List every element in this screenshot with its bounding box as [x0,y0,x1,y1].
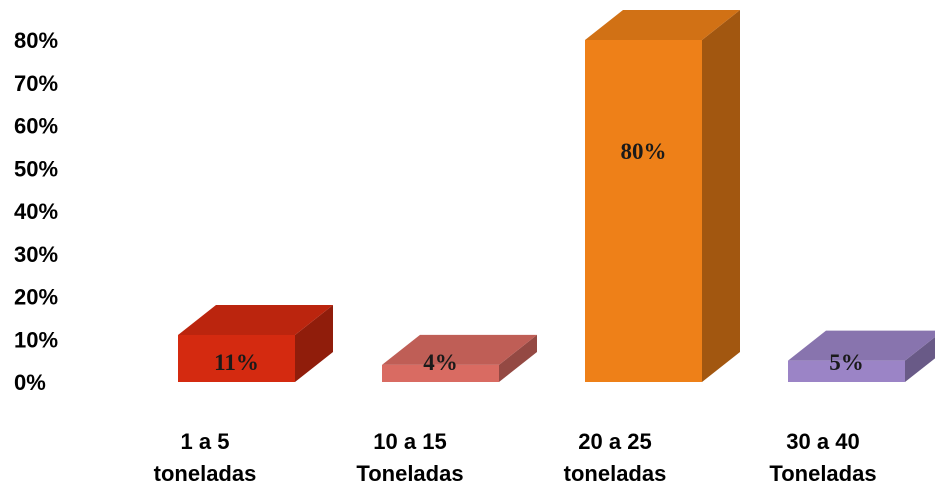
data-label: 5% [829,350,864,375]
x-tick-label: toneladas [154,461,257,486]
x-tick-label: toneladas [564,461,667,486]
x-tick-label: Toneladas [356,461,463,486]
bar: 5% [788,330,935,382]
bar-front [585,40,702,382]
y-tick-label: 10% [14,327,58,352]
bar: 11% [178,304,333,382]
data-label: 11% [214,350,259,375]
bar: 80% [585,10,740,382]
bar-side [295,304,333,382]
bar-top [585,10,740,40]
bar-front [788,360,905,382]
x-tick-label: 20 a 25 [578,429,651,454]
bar-side [702,10,740,382]
bar-top [788,330,935,361]
y-tick-label: 50% [14,156,58,181]
bars: 11% 4% 80% 5% [178,10,935,382]
bar-front [382,364,499,382]
bar-top [178,304,333,335]
bar-side [905,336,935,382]
x-tick-label: Toneladas [769,461,876,486]
y-tick-label: 60% [14,114,58,139]
y-tick-label: 30% [14,242,58,267]
x-tick-label: 1 a 5 [181,429,230,454]
bar-front [178,334,295,382]
data-label: 4% [423,350,458,375]
bar-side [499,334,537,382]
y-tick-label: 20% [14,285,58,310]
bar-top [382,334,537,365]
y-tick-label: 40% [14,199,58,224]
data-label: 80% [621,139,667,164]
x-tick-label: 30 a 40 [786,429,859,454]
y-axis: 0% 10% 20% 30% 40% 50% 60% 70% 80% [14,28,58,395]
y-tick-label: 70% [14,71,58,96]
x-axis: 1 a 5 toneladas 10 a 15 Toneladas 20 a 25 ton… [154,429,877,486]
bar: 4% [382,334,537,382]
x-tick-label: 10 a 15 [373,429,446,454]
y-tick-label: 80% [14,28,58,53]
y-tick-label: 0% [14,370,46,395]
